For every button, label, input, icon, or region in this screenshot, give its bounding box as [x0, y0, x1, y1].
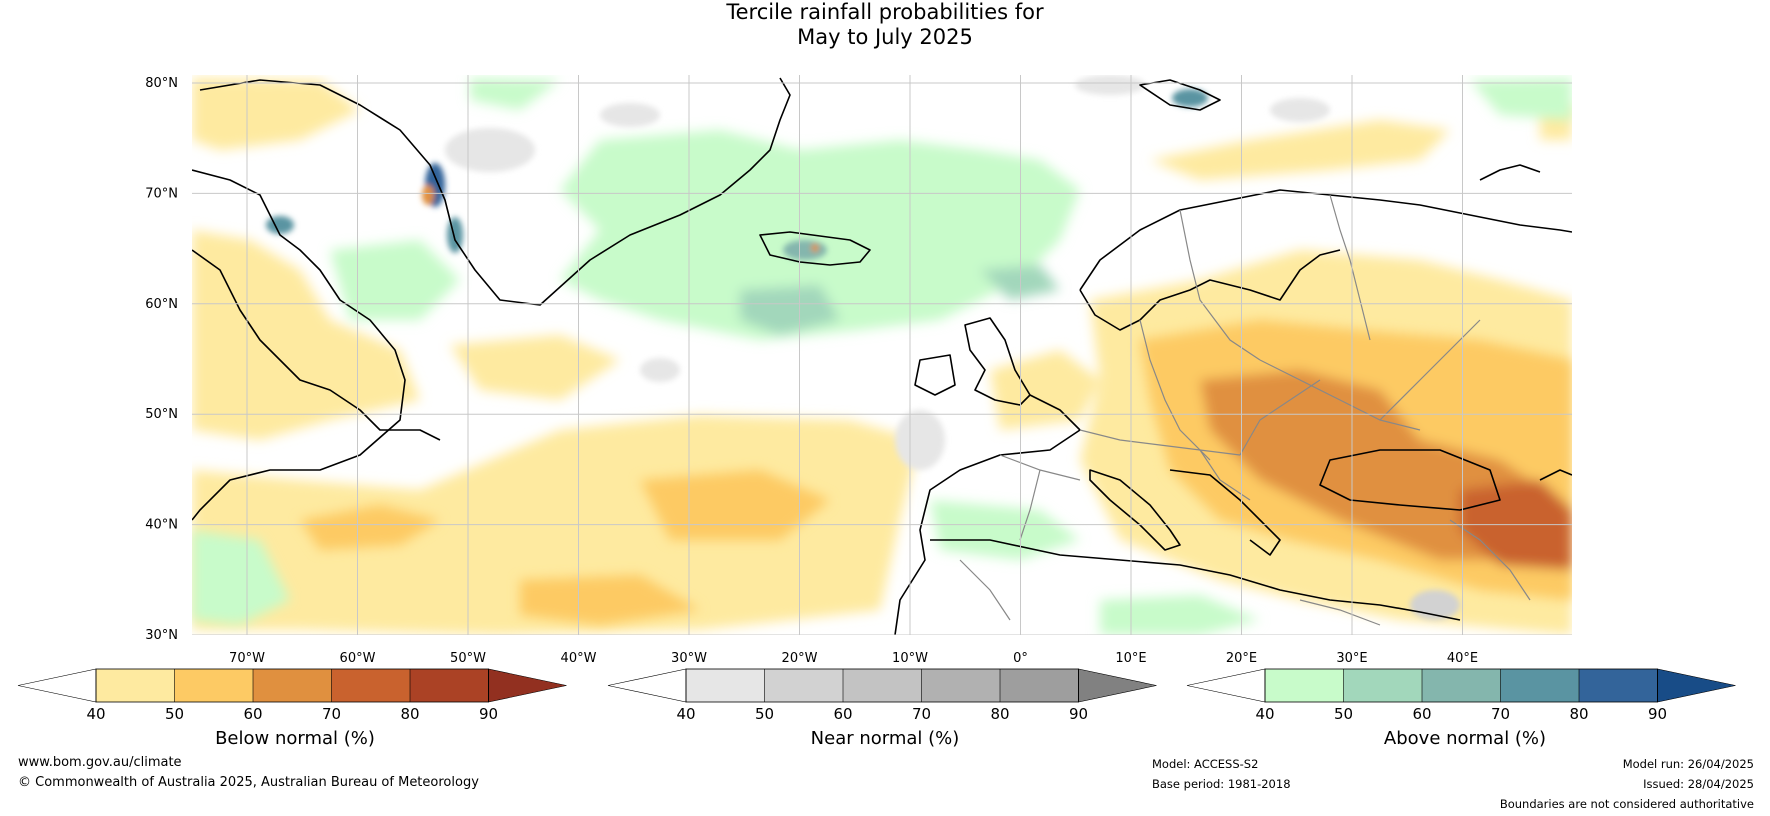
colorbar-segment — [764, 669, 843, 702]
lon-label: 0° — [1013, 651, 1028, 666]
lon-label: 10°E — [1115, 651, 1146, 666]
coastal-extremes — [266, 89, 1208, 260]
caspian-coast — [1539, 469, 1572, 481]
colorbar-segment — [843, 669, 922, 702]
europe-atlantic-coast — [894, 394, 1081, 635]
colorbar-tick-label: 90 — [1648, 705, 1667, 723]
colorbar-extend-high — [488, 668, 567, 703]
colorbar-tick-label: 40 — [1255, 705, 1274, 723]
black-sea-coast — [1319, 449, 1501, 511]
labrador-coast — [192, 249, 441, 441]
colorbar-segment — [410, 669, 489, 702]
colorbar-segment — [253, 669, 332, 702]
colorbar-tick-label: 80 — [400, 705, 419, 723]
colorbar-above: 40 50 60 70 80 90 — [1186, 668, 1736, 723]
colorbars: 40 50 60 70 80 90 40 50 60 70 80 90 40 50 60 70 80 90 — [17, 668, 1736, 723]
colorbar-extend-low — [17, 668, 97, 703]
lat-label: 50°N — [145, 407, 178, 422]
lon-label: 30°E — [1336, 651, 1367, 666]
colorbar-tick-label: 60 — [243, 705, 262, 723]
mediterranean-coast — [930, 539, 1461, 621]
model-run-text: Model run: 26/04/2025 — [1622, 757, 1754, 771]
colorbar-segment — [96, 669, 175, 702]
colorbar-segment — [1343, 669, 1422, 702]
colorbar-segment — [921, 669, 1000, 702]
colorbar-tick-label: 90 — [1069, 705, 1088, 723]
title-line-1: Tercile rainfall probabilities for — [726, 0, 1044, 24]
colorbar-tick-label: 60 — [833, 705, 852, 723]
colorbar-tick-label: 50 — [165, 705, 184, 723]
lon-label: 70°W — [229, 651, 265, 666]
lat-label: 80°N — [145, 76, 178, 91]
colorbar-segment — [1579, 669, 1658, 702]
colorbar-tick-label: 80 — [990, 705, 1009, 723]
colorbar-segment — [1422, 669, 1501, 702]
chart-title: Tercile rainfall probabilities for May t… — [0, 0, 1770, 50]
copyright-text: © Commonwealth of Australia 2025, Austra… — [18, 775, 479, 790]
lon-label: 10°W — [892, 651, 928, 666]
italy-coast — [1089, 469, 1181, 551]
colorbar-segment — [174, 669, 253, 702]
colorbar-below-label: Below normal (%) — [215, 728, 375, 749]
title-line-2: May to July 2025 — [797, 25, 973, 49]
latitude-labels: 80°N 70°N 60°N 50°N 40°N 30°N — [145, 76, 178, 643]
website-text: www.bom.gov.au/climate — [18, 755, 182, 770]
colorbar-tick-label: 40 — [676, 705, 695, 723]
colorbar-segment — [331, 669, 410, 702]
lat-label: 30°N — [145, 628, 178, 643]
iceland-coast — [759, 231, 871, 266]
lat-label: 70°N — [145, 186, 178, 201]
gridlines — [192, 75, 1572, 635]
longitude-labels: 70°W 60°W 50°W 40°W 30°W 20°W 10°W 0° 10°E 20°E 30… — [229, 651, 1478, 666]
colorbar-tick-label: 70 — [1491, 705, 1510, 723]
colorbar-near: 40 50 60 70 80 90 — [607, 668, 1157, 723]
greenland-coast — [199, 77, 791, 306]
lon-label: 40°E — [1447, 651, 1478, 666]
colorbar-tick-label: 80 — [1569, 705, 1588, 723]
colorbar-tick-label: 40 — [86, 705, 105, 723]
colorbar-segment — [1265, 669, 1344, 702]
colorbar-above-label: Above normal (%) — [1383, 728, 1547, 749]
lat-label: 60°N — [145, 297, 178, 312]
colorbar-tick-label: 90 — [479, 705, 498, 723]
lon-label: 50°W — [450, 651, 486, 666]
baffin-coast — [192, 169, 406, 521]
lon-label: 60°W — [340, 651, 376, 666]
colorbar-extend-high — [1078, 668, 1157, 703]
colorbar-extend-low — [607, 668, 687, 703]
svalbard-coast — [1139, 79, 1221, 111]
novaya-zemlya-coast — [1479, 164, 1541, 181]
colorbar-near-label: Near normal (%) — [810, 728, 960, 749]
colorbar-extend-high — [1657, 668, 1736, 703]
lon-label: 40°W — [561, 651, 597, 666]
coastlines — [192, 77, 1572, 635]
lon-label: 20°E — [1226, 651, 1257, 666]
above-normal-region — [192, 78, 1572, 635]
colorbar-segment — [1000, 669, 1079, 702]
colorbar-segment — [686, 669, 765, 702]
colorbar-tick-label: 50 — [1334, 705, 1353, 723]
colorbar-tick-label: 50 — [755, 705, 774, 723]
base-period-text: Base period: 1981-2018 — [1152, 777, 1291, 791]
lat-label: 40°N — [145, 518, 178, 533]
ireland-coast — [914, 354, 956, 396]
colorbar-extend-low — [1186, 668, 1266, 703]
disclaimer-text: Boundaries are not considered authoritat… — [1499, 797, 1754, 811]
colorbar-tick-label: 60 — [1412, 705, 1431, 723]
country-borders — [959, 194, 1531, 626]
lon-label: 30°W — [671, 651, 707, 666]
colorbar-segment — [1500, 669, 1579, 702]
norway-west-coast — [1079, 249, 1341, 331]
lon-label: 20°W — [782, 651, 818, 666]
model-text: Model: ACCESS-S2 — [1152, 757, 1259, 771]
balkan-coast — [1169, 469, 1281, 556]
colorbar-below: 40 50 60 70 80 90 — [17, 668, 567, 723]
colorbar-tick-label: 70 — [912, 705, 931, 723]
colorbar-tick-label: 70 — [322, 705, 341, 723]
issued-text: Issued: 28/04/2025 — [1643, 777, 1754, 791]
